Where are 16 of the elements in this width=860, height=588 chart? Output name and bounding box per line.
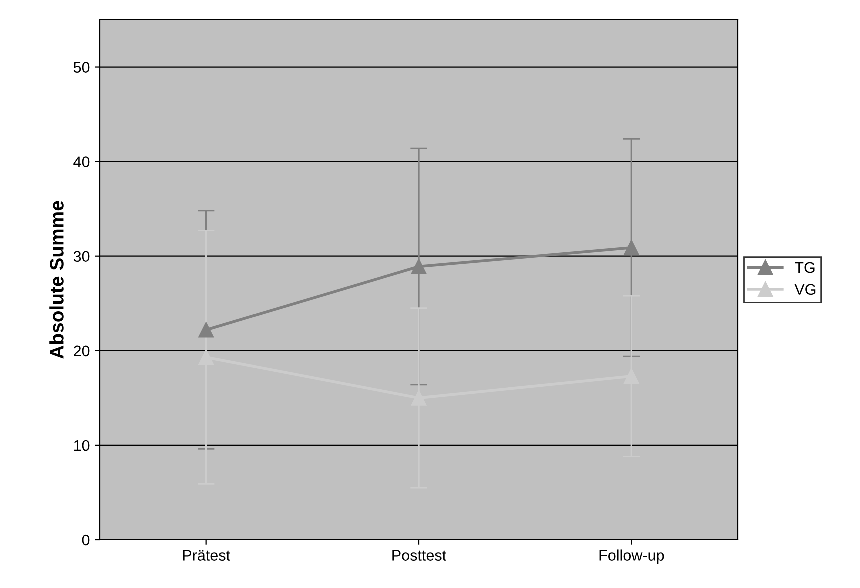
point xyxy=(411,259,427,274)
y-tick-label: 0 xyxy=(82,534,90,546)
y-tick-label: 20 xyxy=(74,346,90,357)
x-tick-label: Posttest xyxy=(392,550,446,561)
y-tick-label: 10 xyxy=(74,440,90,452)
y-tick-label: 30 xyxy=(74,251,90,262)
y-tick-label: 50 xyxy=(74,62,90,73)
x-tick-label: Prätest xyxy=(183,550,230,561)
x-tick-label: Follow-up xyxy=(600,550,664,564)
legend-label: TG xyxy=(795,262,815,274)
point xyxy=(198,350,214,366)
y-tick-label: 40 xyxy=(74,156,90,168)
point xyxy=(624,240,640,256)
y-axis-title: Absolute Summe xyxy=(50,201,64,359)
legend-label: VG xyxy=(794,284,816,296)
point xyxy=(198,322,214,338)
